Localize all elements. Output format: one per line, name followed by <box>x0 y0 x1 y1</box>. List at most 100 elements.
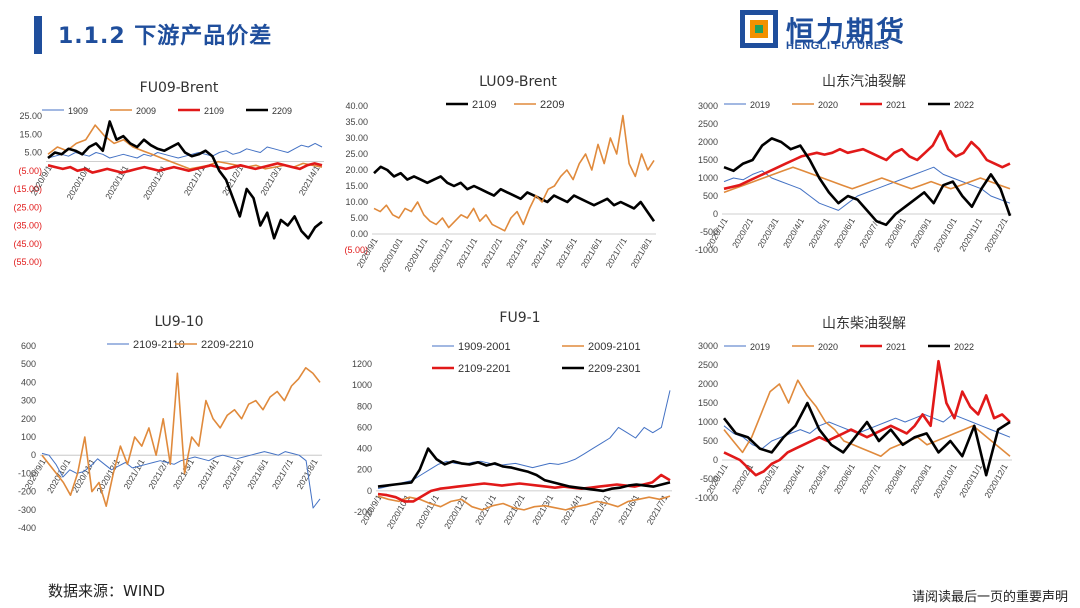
x-tick-label: 2021/5/1 <box>220 457 245 491</box>
legend-label-2209-2210: 2209-2210 <box>201 339 254 351</box>
y-tick-label: -100 <box>18 468 36 478</box>
y-tick-label: 0 <box>713 455 718 465</box>
chart-fu9-1: FU9-1 1909-2001 2009-2101 2109-2201 2209-230… <box>340 306 680 552</box>
y-tick-label: 15.00 <box>19 129 42 139</box>
x-tick-label: 2020/11/1 <box>957 216 984 253</box>
y-tick-label: (5.00) <box>18 166 42 176</box>
series-line-2021 <box>723 359 1011 477</box>
y-tick-label: 500 <box>703 436 718 446</box>
y-tick-label: 0.00 <box>350 229 368 239</box>
y-tick-label: 5.00 <box>24 148 42 158</box>
legend-label-2022: 2022 <box>954 100 974 110</box>
y-tick-label: -300 <box>18 505 36 515</box>
shandong-gasoline-crack-svg: 山东汽油裂解 2019 2020 2021 2022 3000 2500 2000 1500 10… <box>695 74 1012 255</box>
x-tick-label: 2020/12/1 <box>982 462 1010 500</box>
y-tick-label: 35.00 <box>345 117 368 127</box>
y-tick-label: 200 <box>21 414 36 424</box>
series-line-2109 <box>47 162 323 174</box>
legend-label-2109: 2109 <box>204 106 224 116</box>
lu9-10-title: LU9-10 <box>154 314 203 330</box>
y-tick-label: -400 <box>18 523 36 533</box>
y-tick-label: -500 <box>700 474 718 484</box>
shandong-diesel-crack-title: 山东柴油裂解 <box>822 316 906 332</box>
y-tick-label: 40.00 <box>345 101 368 111</box>
x-tick-label: 2020/4/1 <box>781 216 806 250</box>
y-tick-label: 2000 <box>698 137 718 147</box>
shandong-gasoline-crack-title: 山东汽油裂解 <box>822 74 906 90</box>
y-tick-label: 2500 <box>698 360 718 370</box>
series-line-2209 <box>47 120 323 240</box>
legend-label-2109-2201: 2109-2201 <box>458 363 511 375</box>
series-line-2109-2201 <box>377 473 671 503</box>
x-tick-label: 2021/5/1 <box>587 493 612 527</box>
data-source-note: 数据来源：WIND <box>48 582 166 600</box>
legend-label-2109-2110: 2109-2110 <box>133 339 185 351</box>
x-tick-label: 2020/9/1 <box>908 216 933 250</box>
series-line-1909 <box>47 142 323 159</box>
y-tick-label: -500 <box>700 227 718 237</box>
y-tick-label: (45.00) <box>13 239 42 249</box>
y-tick-label: 2000 <box>698 379 718 389</box>
y-tick-label: 0 <box>713 209 718 219</box>
legend-label-2209: 2209 <box>272 106 292 116</box>
legend-label-2021: 2021 <box>886 342 906 352</box>
fu9-1-svg: FU9-1 1909-2001 2009-2101 2109-2201 2209-230… <box>352 310 672 531</box>
legend-label-1909-2001: 1909-2001 <box>458 341 511 353</box>
x-tick-label: 2021/4/1 <box>529 236 554 270</box>
y-tick-label: 500 <box>703 191 718 201</box>
x-tick-label: 2020/6/1 <box>832 462 857 496</box>
shandong-diesel-crack-svg: 山东柴油裂解 2019 2020 2021 2022 3000 2500 2000 1500 10… <box>695 316 1012 503</box>
lu09-brent-svg: LU09-Brent 2109 2209 40.00 35.00 30.00 25.00 20… <box>344 74 656 274</box>
y-tick-label: 600 <box>21 341 36 351</box>
x-tick-label: 2020/8/1 <box>883 462 908 496</box>
x-tick-label: 2021/2/1 <box>479 236 504 270</box>
x-tick-label: 2020/11/1 <box>957 462 984 499</box>
y-tick-label: (15.00) <box>13 184 42 194</box>
y-tick-label: 200 <box>357 465 372 475</box>
x-tick-label: 2021/4/1 <box>196 457 221 491</box>
y-tick-label: 600 <box>357 422 372 432</box>
series-line-2109 <box>373 165 656 222</box>
lu9-10-svg: LU9-10 2109-2110 2209-2210 600 500 400 300 200 1… <box>18 314 322 533</box>
x-tick-label: 2020/4/1 <box>781 462 806 496</box>
x-tick-label: 2020/2/1 <box>730 216 755 250</box>
legend-label-2020: 2020 <box>818 100 838 110</box>
chart-lu9-10: LU9-10 2109-2110 2209-2210 600 500 400 300 200 1… <box>6 310 332 568</box>
x-tick-label: 2020/5/1 <box>806 216 831 250</box>
x-tick-label: 2021/6/1 <box>245 457 270 491</box>
x-tick-label: 2021/6/1 <box>616 493 641 527</box>
x-tick-label: 2021/1/1 <box>473 493 498 527</box>
series-line-2019 <box>723 413 1011 450</box>
x-tick-label: 2020/8/1 <box>883 216 908 250</box>
legend-label-2019: 2019 <box>750 100 770 110</box>
y-tick-label: 5.00 <box>350 213 368 223</box>
series-line-2009-2101 <box>377 495 671 511</box>
x-tick-label: 2021/7/1 <box>270 457 295 491</box>
series-line-2209-2210 <box>41 366 321 507</box>
y-tick-label: 10.00 <box>345 197 368 207</box>
x-tick-label: 2020/5/1 <box>806 462 831 496</box>
y-tick-label: (25.00) <box>13 202 42 212</box>
y-tick-label: 1000 <box>698 173 718 183</box>
y-tick-label: (55.00) <box>13 257 42 267</box>
y-tick-label: -1000 <box>695 493 718 503</box>
disclaimer-note: 请阅读最后一页的重要声明 <box>911 590 1068 605</box>
x-tick-label: 2020/11/1 <box>402 236 429 273</box>
x-tick-label: 2020/10/1 <box>377 236 405 274</box>
y-tick-label: 25.00 <box>345 149 368 159</box>
x-tick-label: 2021/7/1 <box>604 236 629 270</box>
y-tick-label: 0 <box>367 486 372 496</box>
x-tick-label: 2021/1/1 <box>454 236 479 270</box>
y-tick-label: 400 <box>21 377 36 387</box>
fu9-1-title: FU9-1 <box>499 310 540 326</box>
series-line-2019 <box>723 166 1011 211</box>
x-tick-label: 2020/12/1 <box>427 236 455 274</box>
y-tick-label: 15.00 <box>345 181 368 191</box>
x-tick-label: 2021/5/1 <box>554 236 579 270</box>
x-tick-label: 2020/2/1 <box>730 462 755 496</box>
y-tick-label: 3000 <box>698 101 718 111</box>
x-tick-label: 2020/10/1 <box>931 216 959 254</box>
y-tick-label: 2500 <box>698 119 718 129</box>
legend-label-2020: 2020 <box>818 342 838 352</box>
logo-english-name: HENGLI FUTURES <box>786 40 890 52</box>
